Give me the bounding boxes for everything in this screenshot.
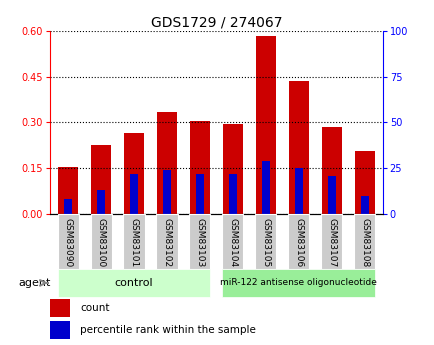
- Text: miR-122 antisense oligonucleotide: miR-122 antisense oligonucleotide: [220, 278, 376, 287]
- Bar: [353, 214, 375, 269]
- Text: count: count: [80, 303, 109, 313]
- Text: GSM83103: GSM83103: [195, 218, 204, 268]
- Bar: [261, 161, 270, 214]
- Bar: [222, 214, 243, 269]
- Bar: [320, 214, 342, 269]
- Text: GSM83104: GSM83104: [228, 218, 237, 267]
- Text: agent: agent: [18, 278, 51, 288]
- Bar: [130, 174, 138, 214]
- Bar: [50, 322, 70, 339]
- Bar: [123, 214, 144, 269]
- Bar: [57, 214, 79, 269]
- Bar: [255, 36, 275, 214]
- Bar: [354, 151, 374, 214]
- Text: GSM83105: GSM83105: [261, 218, 270, 268]
- Bar: [189, 214, 210, 269]
- Bar: [156, 214, 177, 269]
- Bar: [64, 199, 72, 214]
- Bar: [57, 269, 210, 297]
- Bar: [157, 112, 177, 214]
- Title: GDS1729 / 274067: GDS1729 / 274067: [150, 16, 282, 30]
- Bar: [124, 133, 144, 214]
- Text: control: control: [115, 278, 153, 288]
- Bar: [288, 214, 309, 269]
- Bar: [288, 81, 308, 214]
- Text: GSM83102: GSM83102: [162, 218, 171, 267]
- Text: GSM83101: GSM83101: [129, 218, 138, 268]
- Bar: [190, 121, 209, 214]
- Bar: [294, 168, 302, 214]
- Bar: [360, 196, 368, 214]
- Bar: [97, 190, 105, 214]
- Bar: [321, 127, 341, 214]
- Bar: [58, 167, 78, 214]
- Text: percentile rank within the sample: percentile rank within the sample: [80, 325, 255, 335]
- Bar: [327, 176, 335, 214]
- Bar: [228, 174, 237, 214]
- Bar: [255, 214, 276, 269]
- Bar: [223, 124, 242, 214]
- Bar: [162, 170, 171, 214]
- Text: GSM83106: GSM83106: [294, 218, 302, 268]
- Text: GSM83090: GSM83090: [63, 218, 72, 268]
- Bar: [222, 269, 375, 297]
- Text: GSM83107: GSM83107: [326, 218, 335, 268]
- Bar: [90, 214, 112, 269]
- Bar: [91, 145, 111, 214]
- Bar: [50, 299, 70, 317]
- Text: GSM83108: GSM83108: [359, 218, 368, 268]
- Bar: [195, 174, 204, 214]
- Text: GSM83100: GSM83100: [96, 218, 105, 268]
